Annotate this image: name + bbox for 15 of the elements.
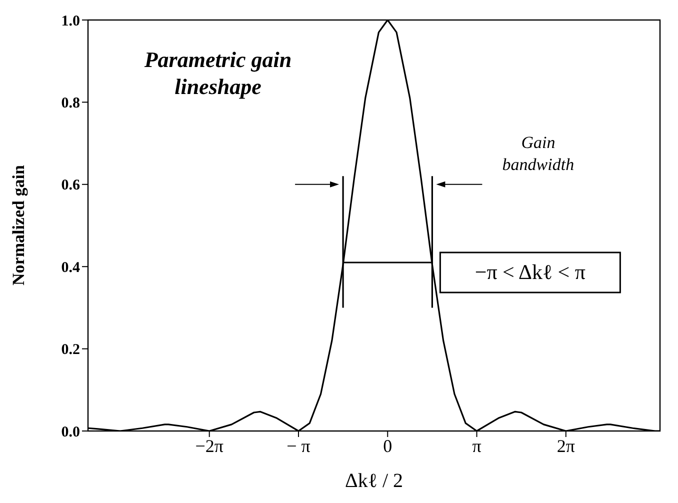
x-tick-label: 2π bbox=[556, 436, 575, 456]
y-tick-label: 0.8 bbox=[61, 96, 80, 112]
x-tick-label: π bbox=[472, 436, 482, 456]
y-tick-label: 0.0 bbox=[61, 424, 80, 440]
y-tick-label: 0.6 bbox=[61, 178, 80, 194]
x-axis-title: Δkℓ / 2 bbox=[345, 470, 403, 492]
y-tick-label: 1.0 bbox=[61, 13, 80, 30]
annotation: Parametric gain lineshape bbox=[143, 46, 293, 100]
x-tick-label: − π bbox=[286, 436, 310, 456]
x-tick-label: 0 bbox=[383, 436, 392, 456]
y-axis-title: Normalized gain bbox=[9, 164, 28, 286]
annotation: Gain bandwidth bbox=[501, 132, 576, 176]
y-tick-label: 0.2 bbox=[61, 342, 80, 358]
x-tick-label: −2π bbox=[195, 436, 224, 456]
y-tick-label: 0.4 bbox=[61, 260, 80, 276]
